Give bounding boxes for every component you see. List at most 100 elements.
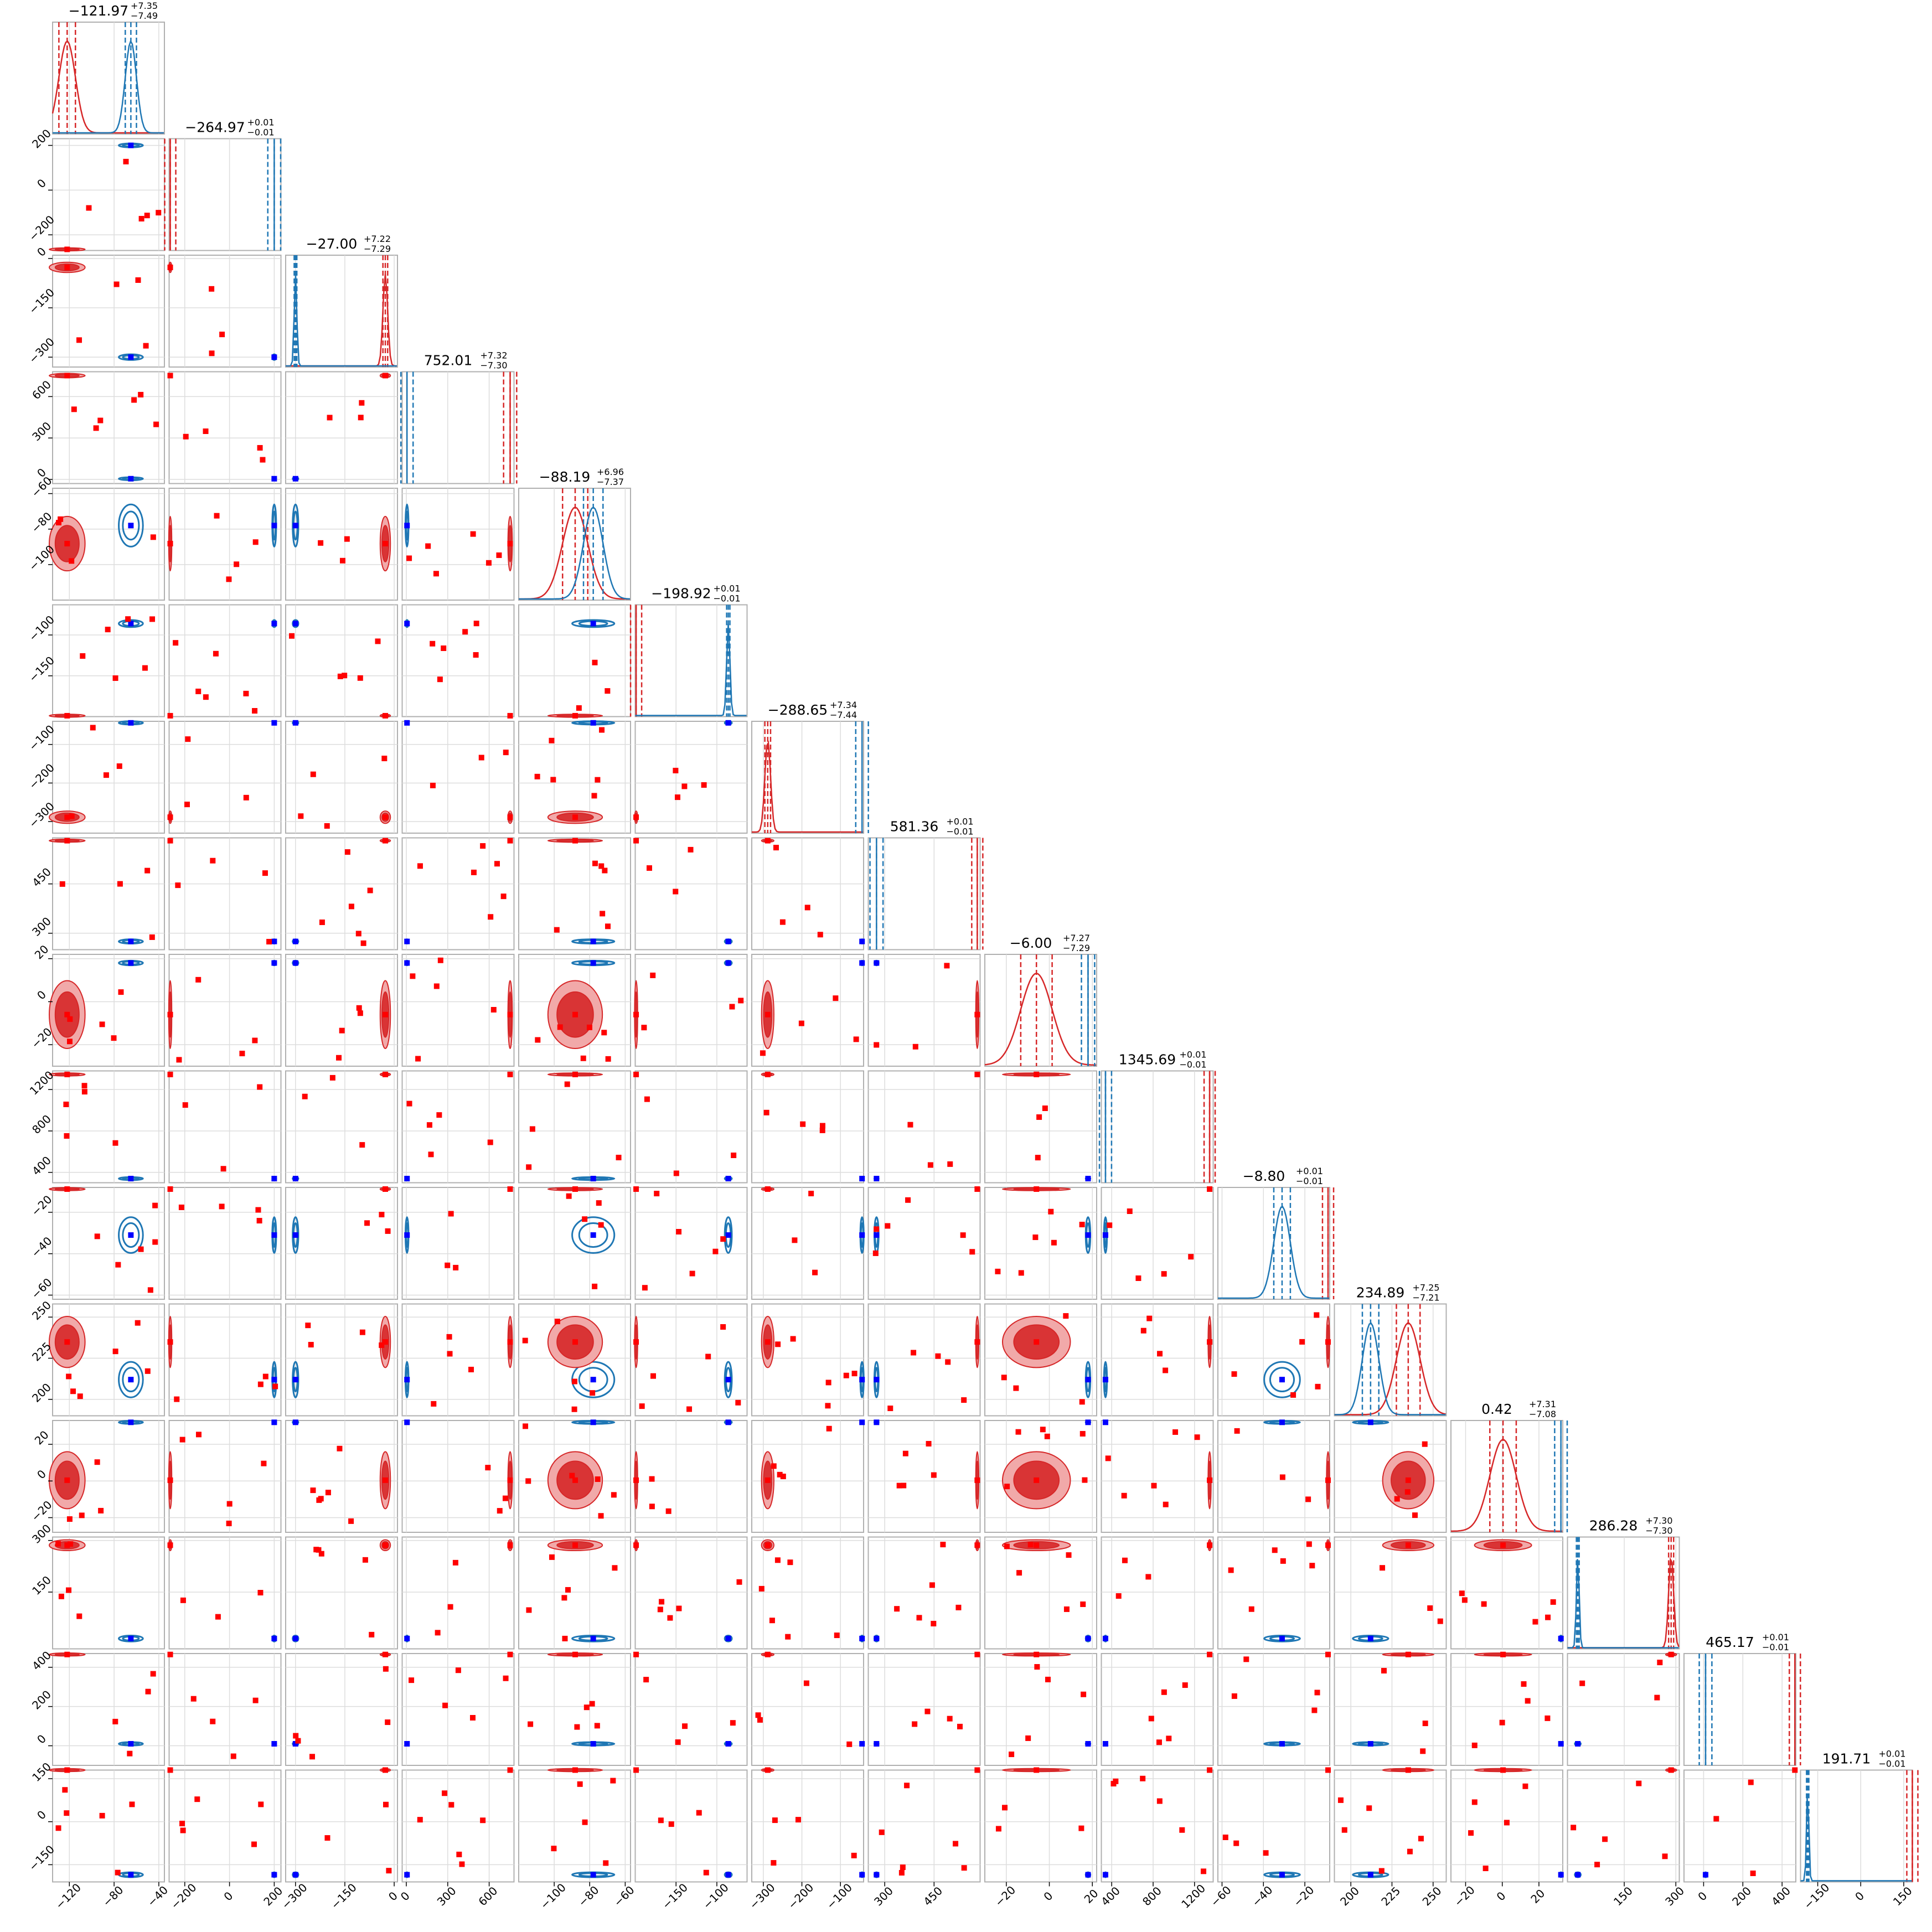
outlier-point	[305, 1323, 311, 1329]
y-tick-label: 0	[34, 176, 49, 190]
panel-frame	[634, 1536, 748, 1650]
panel-frame	[401, 1769, 515, 1883]
outlier-point	[1418, 1836, 1424, 1842]
median-marker	[271, 720, 277, 726]
contour-outer	[1352, 1634, 1389, 1642]
median-marker	[292, 1741, 298, 1747]
outlier-point	[879, 1829, 885, 1835]
outlier-point	[442, 1702, 448, 1708]
panel-6-0: −300−200−100	[26, 720, 165, 834]
median-marker	[507, 814, 513, 820]
outlier-point	[385, 1228, 391, 1234]
median-marker	[404, 621, 410, 627]
outlier-point	[1002, 1805, 1008, 1811]
median-marker	[725, 1176, 731, 1182]
median-marker	[874, 960, 880, 966]
median-marker	[64, 1651, 70, 1657]
panel-frame	[634, 837, 748, 950]
median-marker	[1102, 1872, 1108, 1878]
outlier-point	[1662, 1853, 1668, 1859]
outlier-point	[1166, 1735, 1172, 1742]
outlier-point	[1035, 1155, 1041, 1161]
median-marker	[404, 938, 410, 944]
median-marker	[271, 1176, 277, 1182]
median-marker	[572, 1071, 578, 1077]
panel-frame	[168, 1187, 282, 1300]
panel-title-plus: +0.01	[1296, 1166, 1323, 1176]
outlier-point	[1522, 1783, 1528, 1789]
outlier-point	[643, 1677, 649, 1683]
median-marker	[572, 1651, 578, 1657]
median-marker	[292, 1232, 298, 1238]
outlier-point	[456, 1851, 462, 1857]
median-marker	[128, 1419, 134, 1425]
outlier-point	[1305, 1496, 1311, 1502]
outlier-point	[257, 1590, 264, 1596]
median-marker	[572, 1011, 578, 1017]
outlier-point	[1299, 1339, 1305, 1345]
outlier-point	[571, 1406, 577, 1412]
panel-title: 1345.69	[1119, 1052, 1176, 1068]
panel-frame	[984, 1769, 1097, 1883]
panel-15-15: 191.71 +0.01−0.01 −150 0 150	[1800, 1749, 1919, 1912]
panel-frame	[168, 1420, 282, 1533]
outlier-point	[598, 1513, 604, 1519]
median-marker	[572, 814, 578, 820]
outlier-point	[961, 1397, 967, 1403]
panel-frame	[984, 1536, 1097, 1650]
outlier-point	[577, 1781, 583, 1787]
x-tick-label: 150	[1890, 1884, 1915, 1908]
outlier-point	[851, 1371, 857, 1377]
outlier-point	[138, 1246, 144, 1252]
outlier-point	[529, 1126, 535, 1132]
x-tick-label: 300	[1662, 1884, 1687, 1908]
outlier-point	[771, 1463, 777, 1469]
median-marker	[572, 712, 578, 719]
outlier-point	[1366, 1805, 1372, 1811]
outlier-point	[302, 1093, 308, 1099]
x-tick-label: −80	[100, 1883, 126, 1909]
panel-title-minus: −7.21	[1413, 1293, 1440, 1303]
median-marker	[859, 1419, 865, 1425]
median-marker	[1367, 1741, 1373, 1747]
outlier-point	[1163, 1367, 1169, 1373]
panel-frame	[1334, 1536, 1447, 1650]
outlier-point	[528, 1721, 534, 1727]
median-marker	[383, 814, 389, 820]
panel-12-8	[984, 1419, 1097, 1533]
panel-frame	[285, 1187, 398, 1300]
outlier-point	[488, 914, 494, 920]
outlier-point	[336, 1055, 342, 1061]
outlier-point	[348, 903, 354, 910]
outlier-point	[1194, 1434, 1200, 1440]
y-tick-label: 0	[34, 1467, 49, 1481]
panel-14-5	[633, 1651, 748, 1766]
panel-frame	[867, 1303, 981, 1417]
median-marker	[1575, 1741, 1581, 1747]
y-tick-label: 150	[29, 1573, 54, 1598]
panel-11-3	[401, 1303, 515, 1417]
contour-outer	[118, 1361, 144, 1398]
outlier-point	[851, 1852, 857, 1858]
outlier-point	[90, 725, 96, 731]
panel-12-10	[1217, 1419, 1331, 1533]
median-marker	[974, 1477, 980, 1483]
panel-7-7: 581.36 +0.01−0.01	[867, 817, 984, 950]
outlier-point	[874, 1042, 880, 1048]
median-marker	[1085, 1176, 1091, 1182]
outlier-point	[195, 1432, 202, 1438]
outlier-point	[1025, 1735, 1031, 1741]
outlier-point	[803, 1680, 809, 1686]
median-marker	[725, 720, 731, 726]
outlier-point	[473, 621, 479, 627]
panel-frame	[168, 138, 282, 251]
median-marker	[271, 938, 277, 944]
outlier-point	[103, 772, 109, 778]
outlier-point	[143, 343, 149, 349]
outlier-point	[293, 1733, 299, 1739]
outlier-point	[99, 1812, 105, 1819]
median-marker	[64, 814, 70, 820]
panel-frame	[518, 604, 631, 717]
panel-title-plus: +0.01	[1879, 1749, 1906, 1759]
